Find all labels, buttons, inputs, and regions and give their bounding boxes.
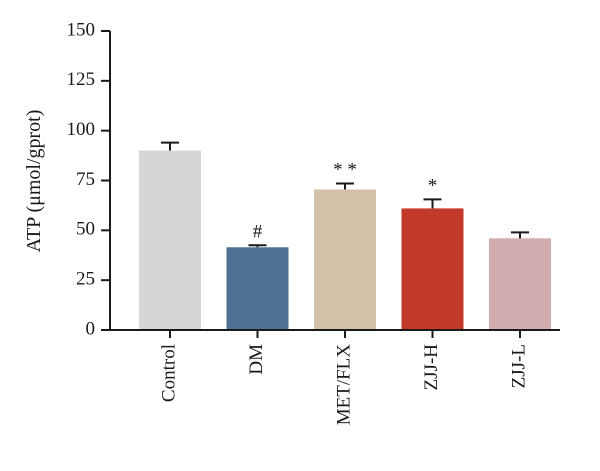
y-axis-label: ATP (μmol/gprot) (23, 110, 45, 253)
x-tick-label: ZJJ-H (421, 344, 442, 391)
bars-layer: # * * * (139, 141, 551, 330)
x-tick-label: MET/FLX (333, 344, 354, 426)
bar-control (139, 150, 201, 330)
bar-dm (226, 247, 289, 330)
x-tick-label: Control (158, 344, 179, 402)
y-tick-label: 100 (67, 119, 96, 140)
y-tick-label: 125 (67, 69, 96, 90)
axes: Control DM MET/FLX ZJJ-H ZJJ-L 0 25 50 75 100 125 1… (67, 19, 560, 426)
y-tick-label: 150 (67, 19, 96, 40)
y-tick-label: 25 (76, 269, 95, 290)
y-tick-label: 0 (86, 318, 96, 339)
x-tick-label: DM (246, 344, 267, 375)
y-tick-label: 75 (76, 169, 95, 190)
significance-mark: * * (333, 159, 357, 180)
bar-zjj-l (489, 238, 551, 330)
bar-met-flx (314, 189, 376, 330)
x-tick-label: ZJJ-L (508, 344, 529, 388)
bar-zjj-h (401, 208, 464, 330)
significance-mark: * (428, 175, 438, 196)
y-tick-label: 50 (76, 219, 95, 240)
significance-mark: # (253, 221, 263, 242)
